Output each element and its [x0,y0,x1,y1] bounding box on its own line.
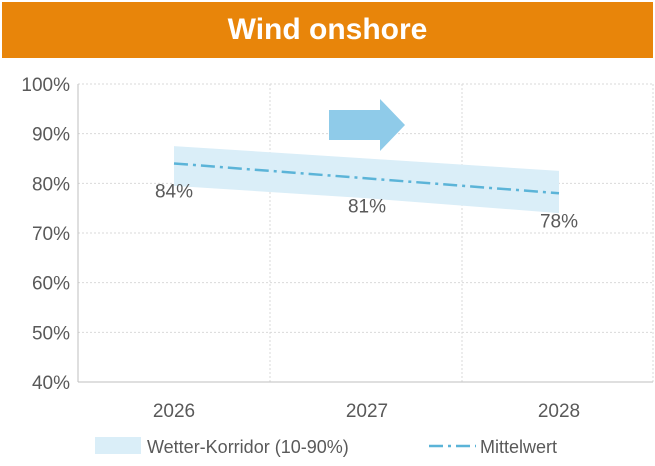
x-tick-label: 2028 [538,401,580,422]
legend-label-mean: Mittelwert [480,437,557,457]
data-label: 78% [540,211,578,232]
y-tick-label: 100% [21,75,70,96]
title-bar: Wind onshore [2,2,653,58]
y-tick-label: 80% [32,174,70,195]
x-tick-label: 2026 [153,401,195,422]
legend: Wetter-Korridor (10-90%) Mittelwert [95,437,557,457]
arrow-right-shape [329,99,405,151]
y-tick-label: 90% [32,125,70,146]
trend-arrow-icon [329,99,405,151]
legend-swatch-band [95,437,141,454]
y-tick-label: 50% [32,323,70,344]
y-tick-label: 40% [32,373,70,394]
band-area [174,146,559,214]
mean-line [173,162,560,195]
x-tick-label: 2027 [346,401,388,422]
chart-title: Wind onshore [227,13,428,46]
y-tick-label: 70% [32,224,70,245]
gridlines [78,83,654,382]
data-labels: 84% 81% 78% [155,181,578,232]
y-tick-label: 60% [32,274,70,295]
legend-label-band: Wetter-Korridor (10-90%) [147,437,349,457]
weather-corridor-band [174,146,559,214]
axes: 100% 90% 80% 70% 60% 50% 40% 2026 2027 2028 [21,75,653,422]
mean-line-path [173,162,560,195]
data-label: 84% [155,181,193,202]
data-label: 81% [348,196,386,217]
